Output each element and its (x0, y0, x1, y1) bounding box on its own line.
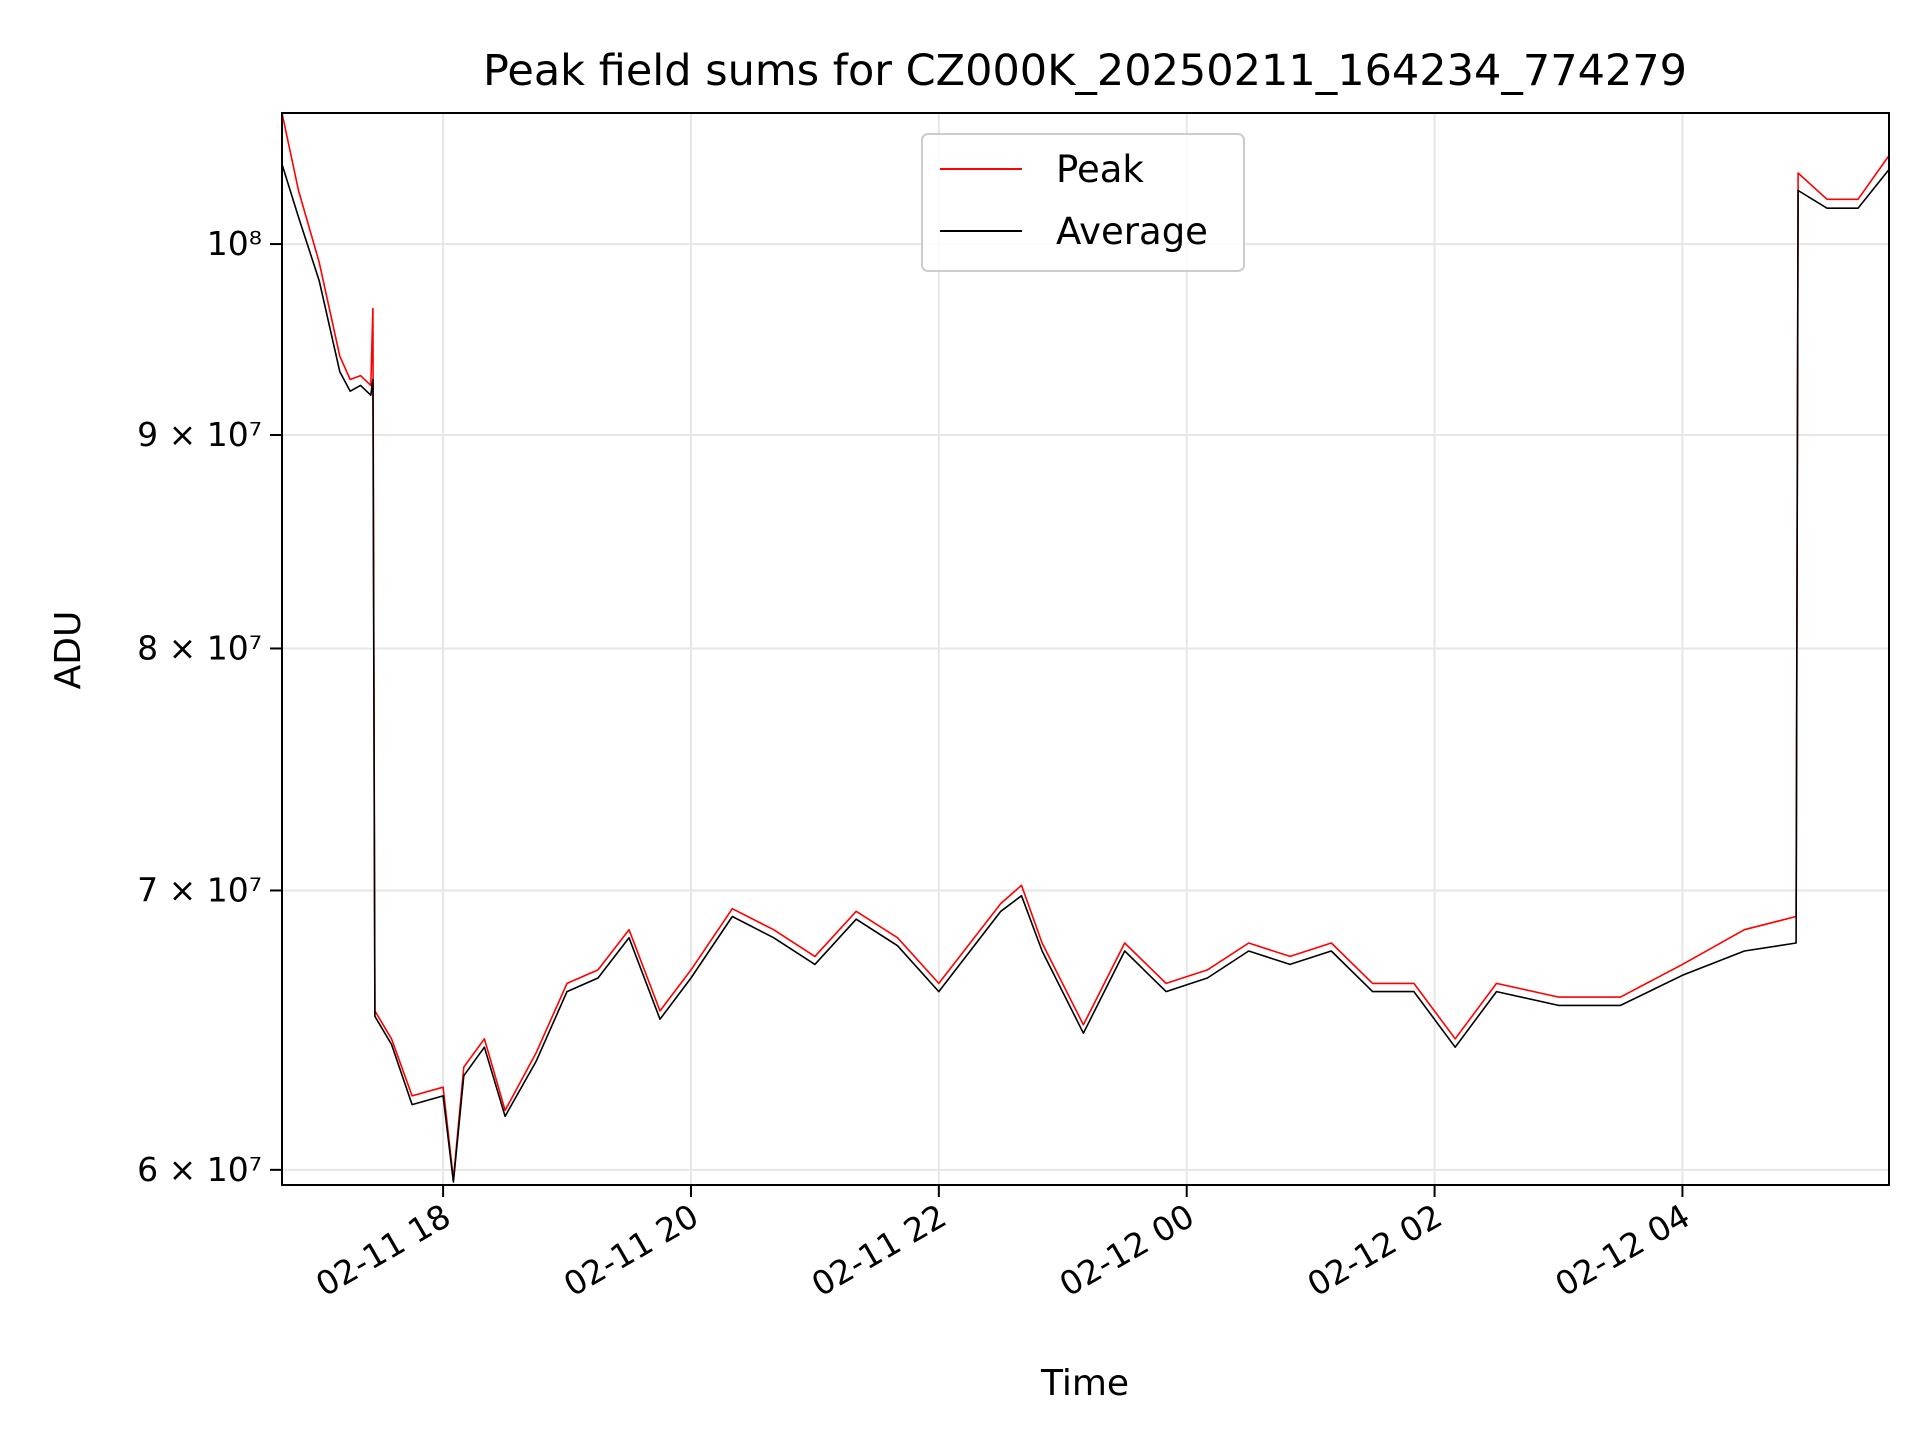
x-axis-title: Time (1040, 1363, 1129, 1404)
series-line-average (281, 164, 1890, 1183)
series-line-peak (281, 112, 1890, 1180)
y-tick-label: 7 × 10⁷ (137, 870, 262, 909)
legend: Peak Average (921, 133, 1245, 272)
chart-title: Peak field sums for CZ000K_20250211_1642… (483, 46, 1687, 96)
y-tick-label: 6 × 10⁷ (137, 1150, 262, 1189)
legend-label-average: Average (1056, 210, 1208, 253)
y-tick-label: 10⁸ (207, 224, 262, 263)
y-tick-label: 9 × 10⁷ (137, 415, 262, 454)
series-layer (281, 112, 1890, 1183)
y-axis-title: ADU (48, 611, 89, 690)
y-tick-label: 8 × 10⁷ (137, 628, 262, 667)
legend-label-peak: Peak (1056, 148, 1144, 191)
y-axis: 6 × 10⁷ 7 × 10⁷ 8 × 10⁷ 9 × 10⁷ 10⁸ (137, 224, 282, 1189)
